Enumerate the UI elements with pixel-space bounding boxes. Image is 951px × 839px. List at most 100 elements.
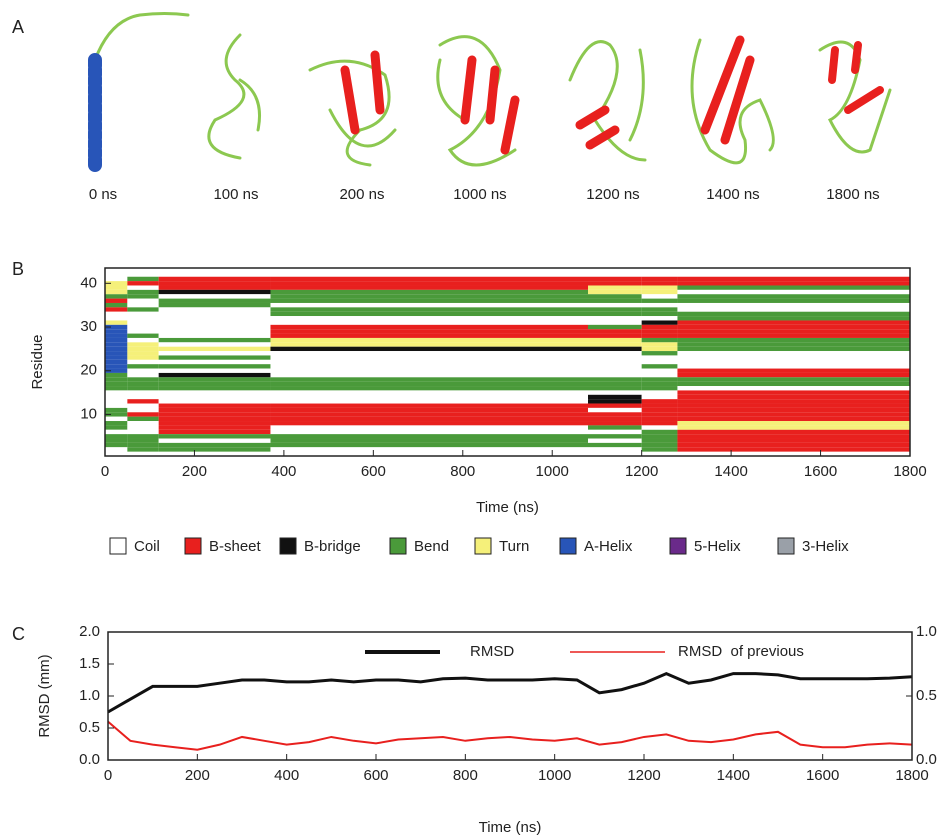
cell	[270, 412, 588, 417]
cell	[105, 386, 128, 391]
cell	[641, 355, 678, 360]
x-tick-label: 1800	[893, 463, 926, 480]
cell	[127, 368, 159, 373]
cell	[588, 394, 642, 400]
cell	[677, 434, 910, 439]
cell	[127, 342, 159, 347]
legend-label: B-sheet	[209, 538, 262, 555]
cell	[270, 429, 588, 435]
x-tick-label: 800	[453, 767, 478, 784]
x-tick-label: 1600	[806, 767, 839, 784]
x-axis-label: Time (ns)	[479, 819, 542, 836]
cell	[588, 316, 642, 321]
cell	[127, 333, 159, 338]
cell	[641, 407, 678, 413]
cell	[677, 390, 910, 395]
cell	[270, 421, 588, 426]
cell	[105, 399, 128, 404]
cell	[270, 368, 588, 373]
cell	[105, 351, 128, 356]
cell	[588, 281, 642, 286]
cell	[641, 298, 678, 303]
cell	[677, 386, 910, 391]
cell	[641, 403, 678, 408]
cell	[588, 438, 642, 443]
cell	[641, 442, 678, 448]
cell	[677, 421, 910, 426]
cell	[105, 377, 128, 382]
cell	[270, 442, 588, 448]
panel-label: B	[12, 259, 24, 279]
cell	[270, 311, 588, 317]
cell	[158, 421, 271, 426]
cell	[127, 316, 159, 321]
cell	[588, 342, 642, 347]
x-tick-label: 600	[363, 767, 388, 784]
cell	[588, 416, 642, 422]
x-tick-label: 0	[101, 463, 109, 480]
cell	[127, 320, 159, 325]
cell	[105, 442, 128, 448]
cell	[158, 302, 271, 308]
cell	[127, 407, 159, 413]
x-tick-label: 1000	[536, 463, 569, 480]
cell	[588, 442, 642, 448]
cell	[588, 403, 642, 408]
cell	[158, 285, 271, 290]
cell	[588, 285, 642, 290]
cell	[641, 386, 678, 391]
cell	[641, 438, 678, 443]
cell	[158, 442, 271, 448]
cell	[588, 372, 642, 378]
cell	[641, 429, 678, 435]
cell	[270, 333, 588, 338]
cell	[588, 324, 642, 330]
x-tick-label: 400	[274, 767, 299, 784]
cell	[641, 302, 678, 308]
x-tick-label: 1400	[714, 463, 747, 480]
cell	[677, 403, 910, 408]
cell	[677, 399, 910, 404]
cell	[127, 438, 159, 443]
cell	[641, 333, 678, 338]
cell	[677, 429, 910, 435]
cell	[588, 355, 642, 360]
cell	[158, 429, 271, 435]
legend-label: B-bridge	[304, 538, 361, 555]
cell	[105, 368, 128, 373]
cell	[588, 276, 642, 282]
cell	[641, 289, 678, 295]
cell	[105, 355, 128, 360]
cell	[588, 294, 642, 299]
snapshot-label: 1000 ns	[453, 186, 506, 203]
cell	[270, 320, 588, 325]
cell	[158, 289, 271, 295]
snapshot-label: 1200 ns	[586, 186, 639, 203]
cell	[588, 386, 642, 391]
cell	[270, 386, 588, 391]
legend-label: Coil	[134, 538, 160, 555]
cell	[677, 281, 910, 286]
cell	[105, 337, 128, 343]
legend-swatch	[669, 537, 687, 555]
legend-swatch	[389, 537, 407, 555]
cell	[158, 307, 271, 312]
cell	[105, 316, 128, 321]
cell	[588, 429, 642, 435]
legend-swatch	[559, 537, 577, 555]
cell	[677, 364, 910, 369]
cell	[677, 289, 910, 295]
cell	[641, 276, 678, 282]
cell	[158, 447, 271, 452]
cell	[677, 438, 910, 443]
y-tick-label: 1.5	[79, 655, 100, 672]
cell	[270, 372, 588, 378]
cell	[158, 316, 271, 321]
cell	[270, 276, 588, 282]
cell	[270, 355, 588, 360]
cell	[588, 311, 642, 317]
y2-tick-label: 0.0	[916, 751, 937, 768]
cell	[641, 346, 678, 352]
cell	[588, 333, 642, 338]
cell	[105, 421, 128, 426]
